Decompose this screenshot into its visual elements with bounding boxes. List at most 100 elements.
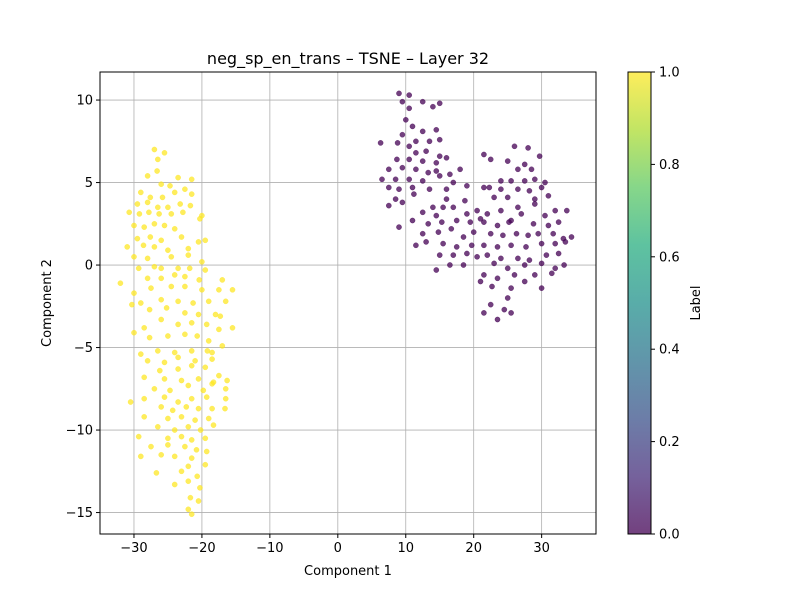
scatter-point bbox=[515, 186, 521, 192]
scatter-point bbox=[175, 354, 181, 361]
scatter-point bbox=[491, 194, 497, 201]
scatter-point bbox=[171, 349, 178, 356]
scatter-point bbox=[148, 285, 154, 291]
scatter-point bbox=[460, 262, 467, 268]
scatter-point bbox=[146, 306, 153, 313]
scatter-point bbox=[154, 168, 160, 174]
scatter-point bbox=[135, 433, 142, 440]
scatter-point bbox=[385, 202, 392, 209]
scatter-point bbox=[175, 321, 181, 328]
scatter-point bbox=[426, 138, 433, 145]
scatter-point bbox=[494, 316, 501, 323]
scatter-point bbox=[450, 252, 457, 258]
scatter-point bbox=[538, 184, 545, 191]
scatter-point bbox=[433, 212, 440, 219]
scatter-point bbox=[494, 275, 501, 282]
scatter-point bbox=[436, 252, 443, 258]
scatter-point bbox=[202, 435, 209, 442]
scatter-point bbox=[205, 415, 212, 422]
scatter-point bbox=[477, 215, 484, 222]
scatter-point bbox=[141, 395, 147, 402]
scatter-point bbox=[136, 211, 143, 217]
scatter-point bbox=[148, 443, 154, 450]
scatter-point bbox=[504, 295, 511, 301]
scatter-point bbox=[530, 220, 537, 227]
scatter-point bbox=[202, 267, 209, 273]
x-tick-label: −10 bbox=[256, 541, 283, 556]
scatter-point bbox=[188, 455, 195, 461]
scatter-point bbox=[481, 242, 487, 249]
scatter-point bbox=[419, 158, 426, 164]
scatter-point bbox=[168, 283, 175, 290]
scatter-point bbox=[481, 272, 487, 278]
scatter-point bbox=[377, 140, 384, 146]
scatter-point bbox=[552, 207, 559, 214]
scatter-point bbox=[195, 239, 202, 245]
scatter-point bbox=[462, 197, 468, 204]
scatter-point bbox=[433, 267, 440, 273]
scatter-point bbox=[180, 209, 186, 216]
scatter-point bbox=[447, 262, 453, 268]
scatter-point bbox=[185, 423, 192, 430]
scatter-point bbox=[477, 278, 484, 285]
scatter-point bbox=[392, 196, 399, 202]
scatter-point bbox=[453, 244, 460, 250]
scatter-point bbox=[199, 286, 205, 293]
scatter-point bbox=[562, 239, 569, 245]
scatter-point bbox=[504, 194, 511, 201]
scatter-point bbox=[396, 90, 402, 97]
scatter-point bbox=[494, 222, 501, 229]
scatter-point bbox=[188, 437, 195, 443]
scatter-point bbox=[468, 242, 475, 249]
chart-title: neg_sp_en_trans – TSNE – Layer 32 bbox=[207, 49, 489, 69]
scatter-point bbox=[197, 427, 204, 433]
scatter-point bbox=[202, 461, 209, 468]
scatter-point bbox=[549, 270, 555, 277]
scatter-point bbox=[222, 405, 228, 412]
scatter-point bbox=[175, 298, 181, 305]
scatter-point bbox=[202, 364, 209, 371]
scatter-point bbox=[481, 184, 487, 191]
scatter-point bbox=[508, 310, 514, 316]
scatter-point bbox=[406, 156, 413, 163]
scatter-point bbox=[508, 285, 514, 291]
scatter-point bbox=[175, 366, 181, 372]
scatter-point bbox=[144, 255, 151, 262]
scatter-point bbox=[147, 194, 154, 201]
scatter-point bbox=[394, 140, 401, 146]
scatter-point bbox=[498, 178, 504, 184]
scatter-point bbox=[126, 209, 132, 216]
y-tick-label: −15 bbox=[66, 506, 93, 521]
grid-lines bbox=[100, 72, 596, 534]
scatter-point bbox=[141, 374, 147, 381]
scatter-point bbox=[440, 204, 446, 211]
colorbar-tick-label: 1.0 bbox=[659, 66, 680, 81]
colorbar-ticks: 0.0 0.2 0.4 0.6 0.8 1.0 bbox=[651, 66, 680, 543]
scatter-point bbox=[186, 265, 193, 272]
scatter-point bbox=[413, 242, 419, 249]
scatter-point bbox=[511, 272, 518, 278]
scatter-point bbox=[193, 446, 200, 453]
scatter-point bbox=[406, 92, 413, 98]
scatter-point bbox=[205, 338, 212, 344]
scatter-point bbox=[379, 176, 385, 183]
scatter-point bbox=[419, 98, 426, 105]
scatter-point bbox=[216, 286, 222, 293]
x-tick-label: −20 bbox=[188, 541, 215, 556]
scatter-points bbox=[117, 90, 575, 518]
scatter-point bbox=[489, 283, 495, 290]
scatter-point bbox=[385, 184, 392, 191]
x-tick-label: 0 bbox=[334, 541, 342, 556]
scatter-point bbox=[526, 257, 533, 263]
scatter-point bbox=[425, 220, 432, 227]
scatter-point bbox=[217, 313, 224, 320]
scatter-point bbox=[443, 186, 450, 192]
scatter-point bbox=[182, 273, 188, 280]
scatter-point bbox=[195, 311, 202, 318]
scatter-point bbox=[481, 151, 487, 158]
scatter-point bbox=[484, 211, 491, 217]
scatter-point bbox=[159, 194, 166, 201]
scatter-point bbox=[528, 166, 535, 173]
scatter-point bbox=[538, 240, 545, 247]
